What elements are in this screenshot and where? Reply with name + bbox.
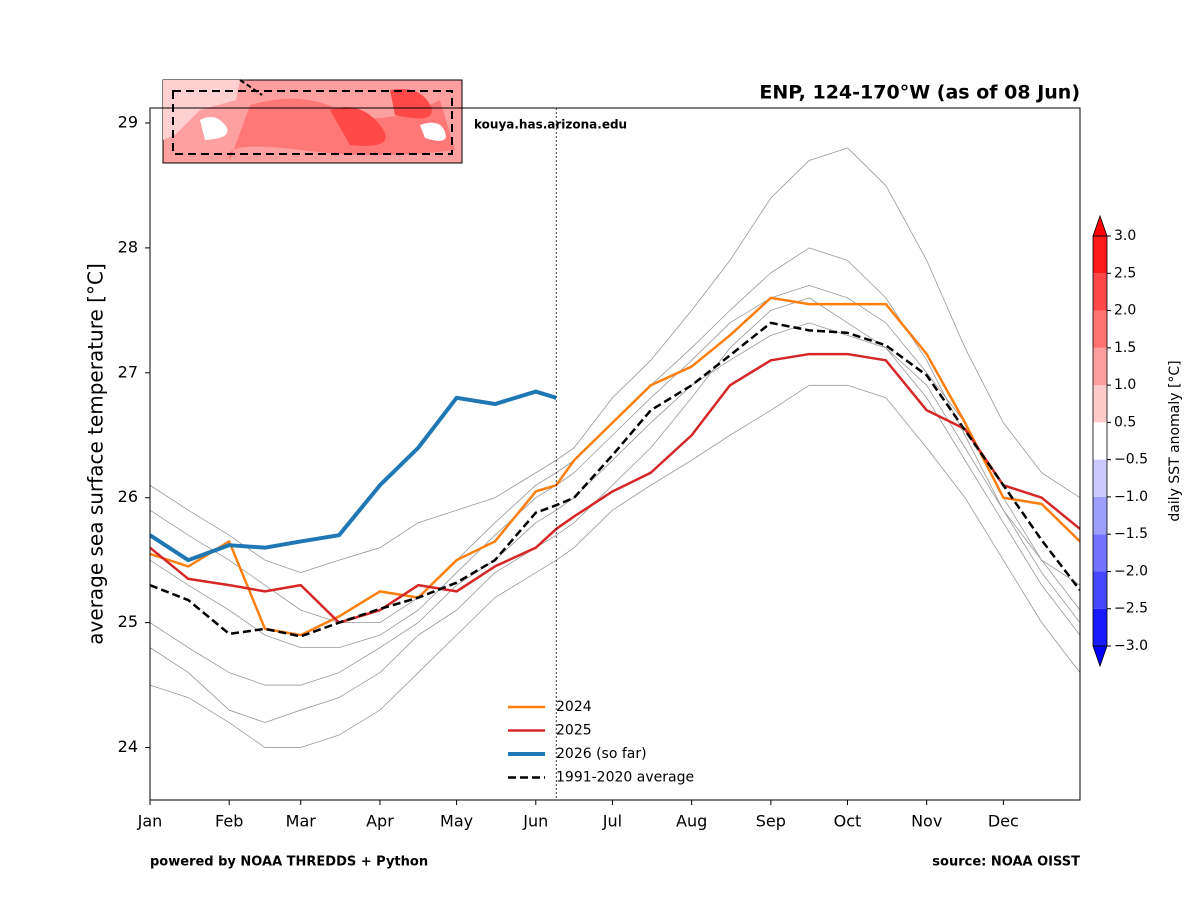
- colorbar-band: [1093, 236, 1107, 274]
- series-line: [150, 352, 1080, 624]
- history-line: [150, 284, 1080, 649]
- history-line: [150, 322, 1080, 686]
- inset-patch: [163, 80, 240, 140]
- colorbar-tick-label: −1.0: [1114, 489, 1148, 505]
- chart-title: ENP, 124-170°W (as of 08 Jun): [759, 82, 1080, 104]
- series-line: [150, 321, 1080, 638]
- colorbar-tick-label: 2.0: [1114, 303, 1136, 319]
- x-tick-label: Jan: [137, 812, 163, 831]
- x-tick-label: May: [440, 812, 473, 831]
- colorbar-tick-label: −2.0: [1114, 563, 1148, 579]
- legend-label: 2026 (so far): [556, 746, 647, 762]
- colorbar-band: [1093, 310, 1107, 348]
- y-axis-label: average sea surface temperature [°C]: [84, 263, 108, 644]
- plot-frame: [149, 107, 1081, 801]
- colorbar-tick-label: −0.5: [1114, 452, 1148, 468]
- y-tick-label: 25: [118, 612, 138, 631]
- colorbar-band: [1093, 273, 1107, 311]
- x-tick-label: Jun: [522, 812, 548, 831]
- series-line: [150, 389, 557, 563]
- inset-coast: [239, 79, 263, 96]
- x-tick-label: Mar: [286, 812, 317, 831]
- colorbar-tick-label: 0.5: [1114, 414, 1136, 430]
- colorbar-tick-label: 1.5: [1114, 340, 1136, 356]
- x-tick-label: Dec: [988, 812, 1019, 831]
- legend-label: 2025: [556, 723, 592, 739]
- colorbar-band: [1093, 459, 1107, 497]
- y-tick-label: 27: [118, 362, 138, 381]
- colorbar-band: [1093, 608, 1107, 646]
- colorbar-tick-label: 2.5: [1114, 265, 1136, 281]
- colorbar-band: [1093, 422, 1107, 460]
- history-line: [150, 147, 1080, 574]
- legend-label: 2024: [556, 699, 592, 715]
- x-tick-label: Aug: [676, 812, 707, 831]
- colorbar-band: [1093, 496, 1107, 535]
- series-line: [150, 296, 1080, 637]
- colorbar-band: [1093, 534, 1107, 572]
- footer-right: source: NOAA OISST: [932, 855, 1080, 870]
- plot-lines: [150, 147, 1080, 748]
- x-tick-label: Feb: [215, 812, 243, 831]
- inset-map: [162, 79, 463, 164]
- colorbar-frame: [1092, 235, 1108, 647]
- y-tick-label: 24: [118, 737, 138, 756]
- x-tick-label: Nov: [911, 812, 942, 831]
- y-tick-label: 28: [118, 237, 138, 256]
- colorbar-label: daily SST anomaly [°C]: [1167, 360, 1183, 521]
- colorbar-extend-under: [1092, 645, 1108, 668]
- y-tick-label: 26: [118, 487, 138, 506]
- inset-region: [172, 90, 453, 155]
- colorbar-band: [1093, 571, 1107, 609]
- y-tick-label: 29: [118, 112, 138, 131]
- x-tick-label: Sep: [756, 812, 786, 831]
- footer-left: powered by NOAA THREDDS + Python: [150, 855, 428, 870]
- colorbar-tick-label: −1.5: [1114, 526, 1148, 542]
- colorbar-tick-label: 1.0: [1114, 377, 1136, 393]
- legend-label: 1991-2020 average: [556, 770, 694, 786]
- x-tick-label: Jul: [602, 812, 622, 831]
- watermark: kouya.has.arizona.edu: [474, 118, 627, 132]
- colorbar-extend-over: [1092, 214, 1108, 237]
- colorbar-tick-label: −3.0: [1114, 638, 1148, 654]
- colorbar-band: [1093, 385, 1107, 423]
- plot-area: [150, 108, 1080, 800]
- history-line: [150, 384, 1080, 748]
- colorbar-band: [1093, 347, 1107, 386]
- inset-patch: [330, 89, 432, 146]
- colorbar-tick-label: −2.5: [1114, 601, 1148, 617]
- x-tick-label: Apr: [366, 812, 394, 831]
- colorbar-tick-label: 3.0: [1114, 228, 1136, 244]
- x-tick-label: Oct: [834, 812, 862, 831]
